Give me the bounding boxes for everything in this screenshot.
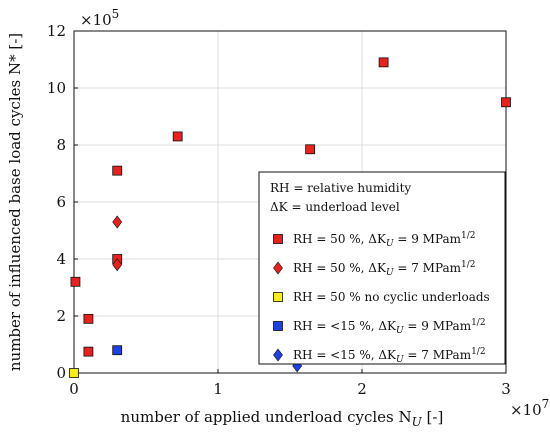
legend-header-2: ΔK = underload level	[270, 200, 400, 214]
y-tick-label: 10	[47, 79, 66, 97]
legend-marker	[273, 261, 283, 275]
y-tick-label: 8	[56, 136, 66, 154]
y-multiplier: ×105	[80, 7, 119, 29]
y-tick-label: 12	[47, 22, 66, 40]
legend-label: RH = <15 %, ΔKU = 7 MPam1/2	[293, 347, 486, 365]
data-point	[69, 368, 79, 378]
x-tick-label: 3	[501, 380, 511, 398]
data-point	[172, 131, 183, 142]
legend-marker	[273, 348, 283, 362]
x-tick-label: 2	[357, 380, 367, 398]
data-point	[112, 165, 123, 176]
legend: RH = relative humidity ΔK = underload le…	[258, 171, 506, 365]
data-point	[378, 57, 389, 68]
legend-marker	[273, 234, 283, 244]
y-tick-label: 0	[56, 364, 66, 382]
legend-label: RH = <15 %, ΔKU = 9 MPam1/2	[293, 318, 486, 336]
x-axis-label: number of applied underload cycles NU [-…	[121, 408, 444, 429]
legend-header-1: RH = relative humidity	[270, 181, 411, 195]
data-point	[83, 313, 94, 324]
data-point	[112, 258, 123, 272]
legend-label: RH = 50 % no cyclic underloads	[293, 290, 490, 304]
legend-label: RH = 50 %, ΔKU = 9 MPam1/2	[293, 231, 476, 249]
x-tick-label: 0	[69, 380, 79, 398]
y-tick-label: 6	[56, 193, 66, 211]
legend-marker	[273, 292, 283, 302]
data-point	[83, 346, 94, 357]
data-point	[112, 345, 123, 356]
legend-label: RH = 50 %, ΔKU = 7 MPam1/2	[293, 260, 476, 278]
data-point	[112, 215, 123, 229]
legend-box	[258, 171, 506, 365]
x-tick-label: 1	[213, 380, 223, 398]
legend-marker	[273, 321, 283, 331]
x-multiplier: ×107	[510, 397, 549, 419]
data-points	[69, 57, 511, 378]
data-point	[70, 276, 81, 287]
y-axis-label: number of influenced base load cycles N*…	[6, 33, 24, 371]
legend-entries: RH = 50 %, ΔKU = 9 MPam1/2 RH = 50 %, ΔKU…	[273, 231, 490, 365]
y-tick-label: 2	[56, 307, 66, 325]
y-tick-label: 4	[56, 250, 66, 268]
data-point	[501, 97, 511, 108]
data-point	[305, 144, 316, 155]
